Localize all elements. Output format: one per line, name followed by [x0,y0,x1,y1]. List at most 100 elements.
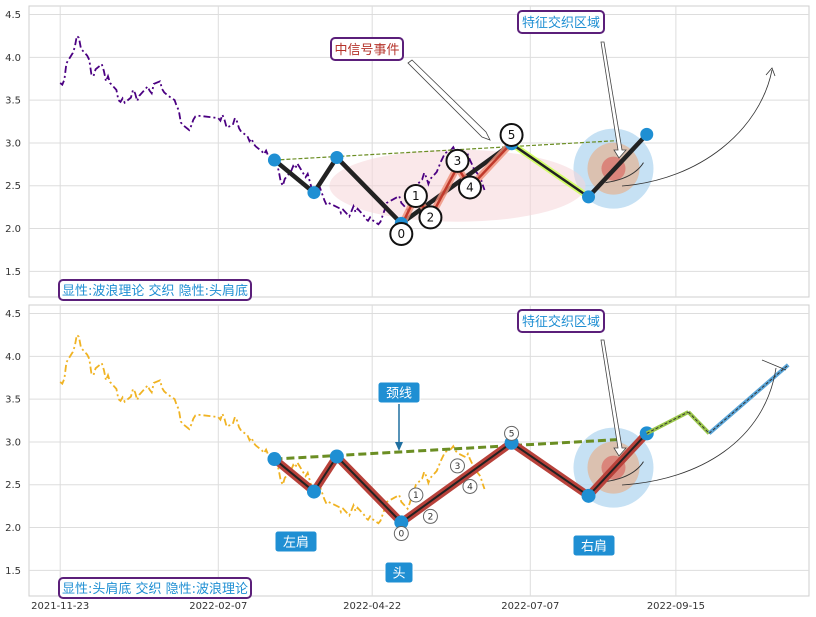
neckline-label-box [377,381,421,404]
event-label-box [330,37,404,61]
zone-label-bottom-box [517,309,605,333]
wave-marker-small [408,487,424,503]
y-tick-label: 4.5 [5,309,21,320]
pattern-point [267,153,281,167]
projection-segment-core [708,364,789,434]
top-y-axis-ticks: 1.5 2.0 2.5 3.0 3.5 4.0 4.5 [5,10,21,278]
zone-arrow-top [600,41,627,159]
hs-point [267,452,282,467]
wave-marker-small-label: 2 [428,512,434,522]
x-tick-label: 2022-07-07 [501,601,559,612]
neckline [274,437,622,461]
wave-marker-small [393,526,409,542]
pattern-point [582,190,596,204]
wave-marker [499,122,524,147]
head-label: 头 [392,567,405,582]
wave-marker-small-label: 3 [455,462,461,472]
right-shoulder-label-box [572,534,616,557]
hs-point [329,449,344,464]
y-tick-label: 2.5 [5,181,21,192]
hs-segment-core [400,441,513,524]
event-label: 中信号事件 [334,43,399,58]
y-tick-label: 3.0 [5,138,21,149]
y-tick-label: 4.0 [5,352,21,363]
y-tick-label: 3.5 [5,395,21,406]
left-shoulder-label: 左肩 [283,535,309,551]
x-tick-label: 2022-04-22 [343,601,401,612]
neckline-arrowhead [395,442,403,451]
hs-segment-core [587,432,648,497]
pattern-segment [272,157,317,195]
event-arrow [407,59,491,141]
hs-point [394,515,409,530]
y-tick-label: 4.0 [5,53,21,64]
wave-highlight-ellipse [329,149,586,222]
wave-marker-label: 0 [397,227,405,241]
hs-segment-core [273,458,315,493]
wave-marker-small-label: 5 [509,429,515,439]
y-tick-label: 2.5 [5,480,21,491]
pattern-segment [399,141,514,226]
zone-label-top-box [517,10,605,34]
neckline-label: 颈线 [386,387,412,402]
hs-segment-core [510,441,590,497]
wave-marker-label: 3 [454,154,462,168]
pattern-segment [311,155,340,195]
wave-marker [403,184,428,209]
pattern-point [330,150,344,164]
zone-arrow-bottom [600,339,627,457]
hs-point [306,484,321,499]
projection-curve-top [621,69,773,187]
y-tick-label: 4.5 [5,10,21,21]
wave-marker-small [449,458,465,474]
head-label-box [384,561,414,584]
wave-marker [445,148,470,173]
wave-marker [457,175,482,200]
pattern-segment [334,155,404,226]
left-shoulder-label-box [274,530,318,553]
hs-point [581,488,596,503]
legend-top-box [58,279,252,301]
wave-marker-small [504,425,520,441]
legend-top: 显性:波浪理论 交织 隐性:头肩底 [62,283,248,299]
wave-marker-label: 5 [508,128,516,142]
wave-marker-small-label: 1 [413,491,419,501]
hs-segment-core [336,455,403,524]
pattern-segment [586,132,650,200]
projection-curve-bottom [621,367,777,486]
y-tick-label: 2.0 [5,523,21,534]
wave-marker-small-label: 0 [398,530,404,540]
pattern-point [640,127,654,141]
x-tick-label: 2022-02-07 [189,601,247,612]
right-shoulder-label: 右肩 [581,539,607,555]
bottom-y-axis-ticks: 1.5 2.0 2.5 3.0 3.5 4.0 4.5 [5,309,21,577]
zone-label-top: 特征交织区域 [522,15,600,31]
legend-bottom-box [58,577,252,599]
pattern-point [307,186,321,200]
y-tick-label: 3.0 [5,437,21,448]
zone-label-bottom: 特征交织区域 [522,314,600,330]
projection-arrowhead-top [765,67,776,77]
pattern-segment [510,142,590,198]
legend-bottom: 显性:头肩底 交织 隐性:波浪理论 [62,581,248,597]
wave-marker-label: 4 [466,180,474,194]
projection-tick-bottom [761,359,787,371]
wave-marker-small [422,508,438,524]
y-tick-label: 1.5 [5,267,21,278]
x-axis-ticks: 2021-11-23 2022-02-07 2022-04-22 2022-07-07… [31,601,705,612]
x-tick-label: 2021-11-23 [31,601,89,612]
x-tick-label: 2022-09-15 [647,601,705,612]
pattern-layer [267,127,790,530]
projection-segment-core [646,411,689,434]
wave-marker-small-label: 4 [467,482,473,492]
y-tick-label: 1.5 [5,566,21,577]
wave-marker-label: 1 [412,189,420,203]
y-tick-label: 2.0 [5,224,21,235]
wave-marker [389,221,414,246]
zone-curve [605,461,644,483]
wave-marker-label: 2 [427,210,435,224]
wave-marker [418,205,443,230]
zone-curve [605,162,644,184]
